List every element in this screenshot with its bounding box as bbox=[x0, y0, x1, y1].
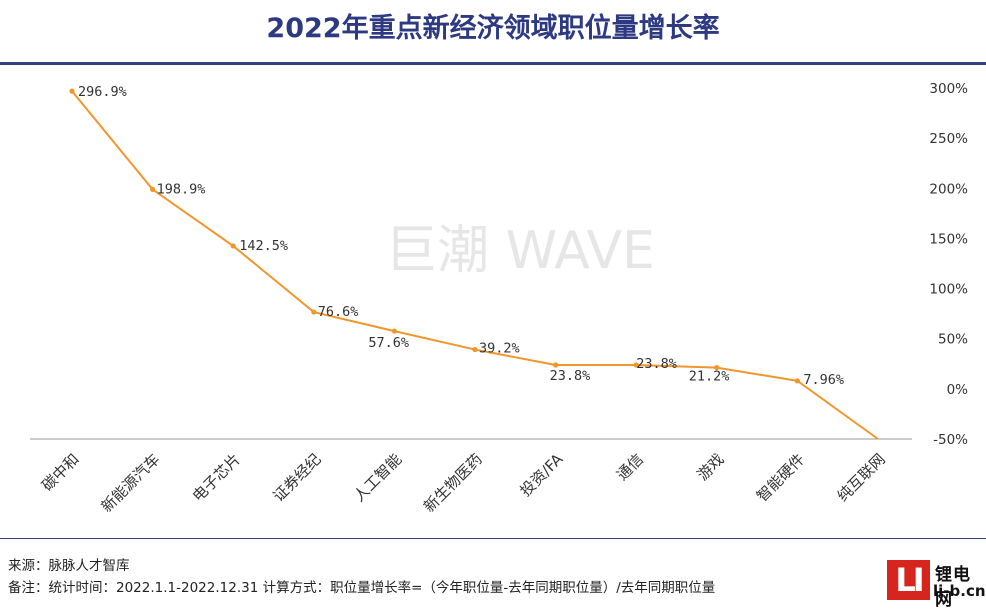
data-label: 23.8% bbox=[550, 368, 591, 384]
line-chart: 巨潮 WAVE 296.9% 198.9% 142.5% 76.6% 57.6% 39.2… bbox=[30, 81, 969, 516]
y-tick-label: 50% bbox=[938, 332, 968, 348]
method-note: 备注：统计时间：2022.1.1-2022.12.31 计算方式：职位量增长率=… bbox=[8, 580, 716, 596]
y-tick-label: 150% bbox=[929, 231, 968, 247]
x-tick-label: 新生物医药 bbox=[420, 450, 486, 516]
x-tick-label: 纯互联网 bbox=[834, 450, 889, 505]
logo-mark: LI bbox=[887, 560, 930, 600]
data-point bbox=[794, 378, 801, 384]
y-tick-label: 0% bbox=[947, 382, 969, 398]
data-label: 142.5% bbox=[239, 238, 288, 254]
data-point bbox=[150, 186, 156, 192]
x-tick-label: 证券经纪 bbox=[269, 450, 324, 505]
x-tick-label: 新能源汽车 bbox=[98, 450, 164, 516]
data-label: 7.96% bbox=[803, 372, 844, 388]
data-label: 76.6% bbox=[318, 304, 359, 320]
y-tick-label: 250% bbox=[929, 131, 968, 147]
data-point bbox=[69, 88, 75, 94]
data-label: 198.9% bbox=[157, 181, 206, 197]
x-tick-label: 电子芯片 bbox=[189, 450, 244, 505]
data-point bbox=[230, 243, 236, 249]
title-divider bbox=[0, 62, 986, 65]
source-note: 来源：脉脉人才智库 bbox=[8, 558, 130, 574]
data-label: 23.8% bbox=[636, 356, 677, 372]
data-point bbox=[391, 328, 397, 334]
x-tick-label: 碳中和 bbox=[38, 450, 83, 495]
y-tick-label: 300% bbox=[929, 81, 968, 97]
x-tick-label: 通信 bbox=[613, 450, 647, 484]
data-label: 39.2% bbox=[479, 341, 520, 357]
chart-title: 2022年重点新经济领域职位量增长率 bbox=[266, 13, 720, 44]
data-label: 57.6% bbox=[368, 335, 409, 351]
x-tick-label: 投资/FA bbox=[517, 450, 567, 500]
x-tick-label: 游戏 bbox=[694, 450, 728, 484]
data-point bbox=[472, 346, 478, 353]
footer-divider bbox=[0, 538, 986, 539]
logo-name: 锂电网 bbox=[935, 565, 971, 610]
data-point bbox=[311, 309, 317, 315]
x-tick-label: 智能硬件 bbox=[753, 450, 808, 505]
logo-url: li-b.cn bbox=[933, 582, 986, 600]
data-label: 21.2% bbox=[689, 369, 730, 385]
y-tick-label: -50% bbox=[933, 432, 968, 448]
x-tick-label: 人工智能 bbox=[350, 450, 405, 505]
watermark: 巨潮 WAVE bbox=[385, 221, 655, 281]
data-label: 296.9% bbox=[78, 84, 127, 100]
y-tick-label: 200% bbox=[929, 181, 968, 197]
data-point bbox=[553, 362, 559, 368]
data-point bbox=[633, 362, 639, 368]
data-point bbox=[714, 364, 720, 371]
y-tick-label: 100% bbox=[929, 282, 968, 298]
